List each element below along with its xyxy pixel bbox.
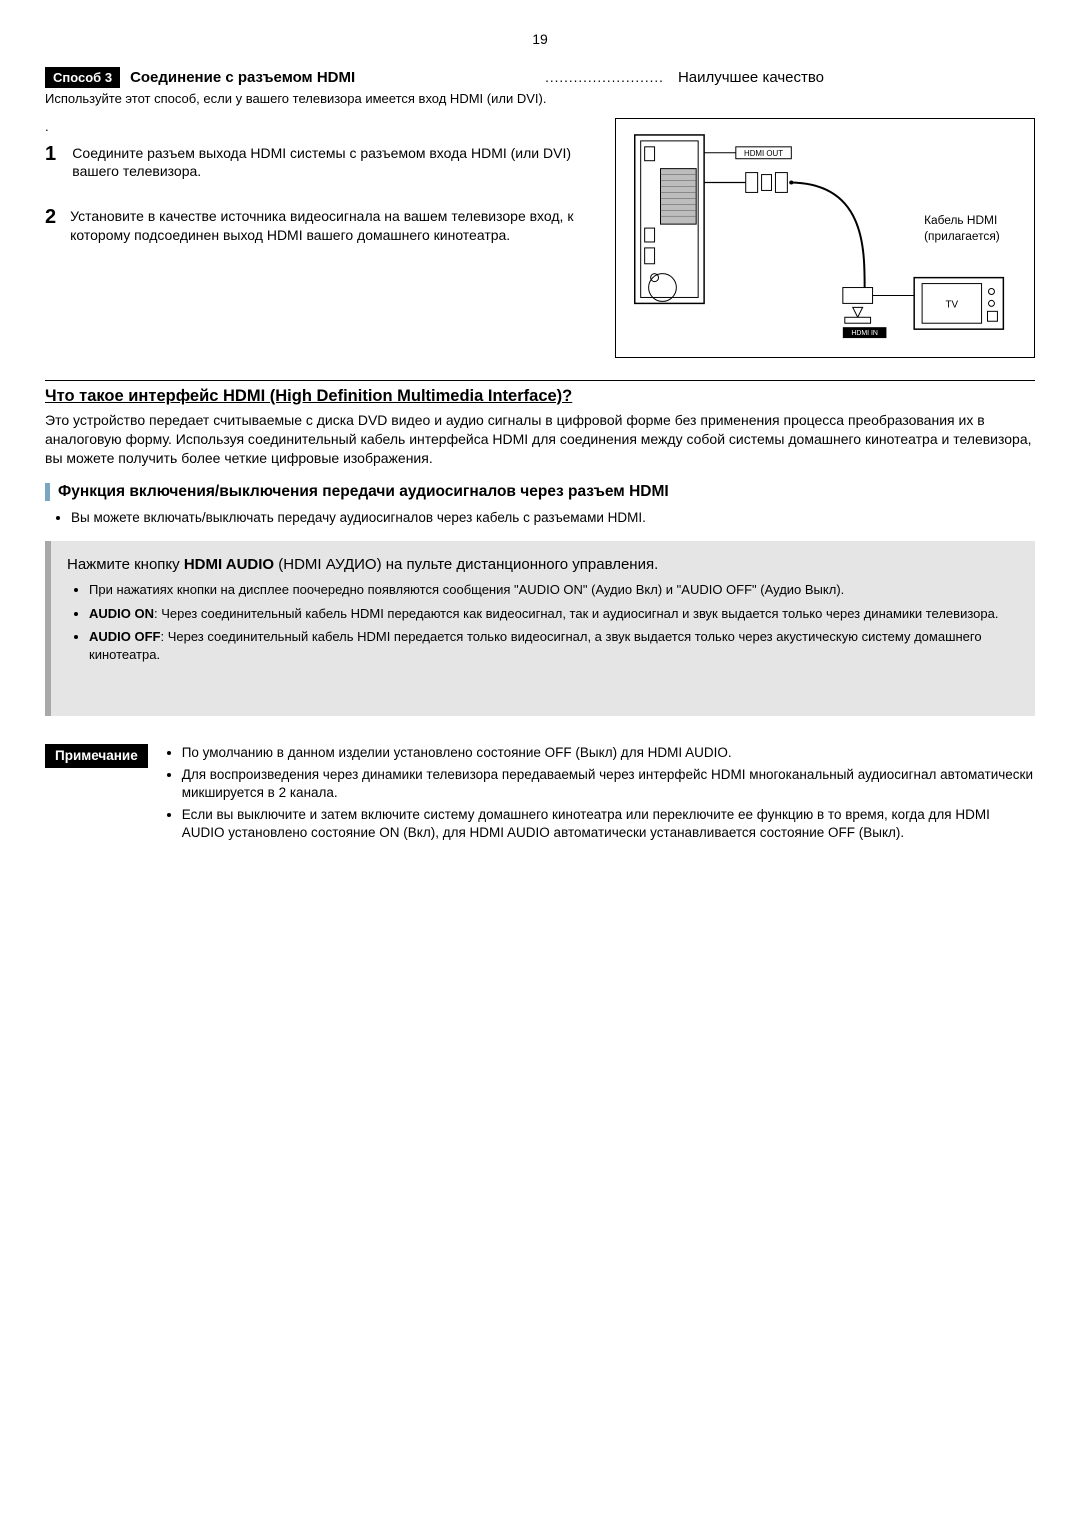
method-header: Способ 3 Соединение с разъемом HDMI ....… — [45, 67, 1035, 89]
callout-list: При нажатиях кнопки на дисплее поочередн… — [67, 581, 1019, 663]
item-text: : Через соединительный кабель HDMI перед… — [154, 606, 998, 621]
note-badge: Примечание — [45, 744, 148, 768]
hdmi-out-label: HDMI OUT — [744, 149, 783, 158]
divider — [45, 380, 1035, 381]
step: 2 Установите в качестве источника видеос… — [45, 207, 597, 245]
cable-label-2: (прилагается) — [924, 229, 1000, 243]
accent-bar — [45, 483, 50, 501]
note-bullets: По умолчанию в данном изделии установлен… — [162, 744, 1035, 847]
list-item: По умолчанию в данном изделии установлен… — [182, 744, 1035, 762]
step-text: Соедините разъем выхода HDMI системы с р… — [72, 144, 597, 182]
item-text: : Через соединительный кабель HDMI перед… — [89, 629, 982, 662]
list-item: Для воспроизведения через динамики телев… — [182, 766, 1035, 802]
callout-box: Нажмите кнопку HDMI AUDIO (HDMI АУДИО) н… — [45, 541, 1035, 715]
function-heading: Функция включения/выключения передачи ау… — [58, 482, 669, 503]
list-item: При нажатиях кнопки на дисплее поочередн… — [89, 581, 1019, 599]
item-bold: AUDIO ON — [89, 606, 154, 621]
item-text: При нажатиях кнопки на дисплее поочередн… — [89, 582, 844, 597]
hdmi-in-label: HDMI IN — [851, 330, 878, 337]
hdmi-paragraph: Это устройство передает считываемые с ди… — [45, 411, 1035, 468]
cable-label-1: Кабель HDMI — [924, 213, 997, 227]
method-dots: ......................... — [545, 69, 664, 87]
tv-label: TV — [946, 299, 959, 310]
lead-bold: HDMI AUDIO — [184, 556, 274, 573]
item-bold: AUDIO OFF — [89, 629, 161, 644]
connection-diagram: HDMI OUT Кабель HDMI (прилагается) TV — [615, 118, 1035, 358]
note-row: Примечание По умолчанию в данном изделии… — [45, 744, 1035, 847]
page-number: 19 — [45, 30, 1035, 49]
lead-post: (HDMI АУДИО) на пульте дистанционного уп… — [274, 556, 658, 573]
steps-list: 1 Соедините разъем выхода HDMI системы с… — [45, 144, 597, 246]
lead-pre: Нажмите кнопку — [67, 556, 184, 573]
list-item: AUDIO ON: Через соединительный кабель HD… — [89, 605, 1019, 623]
method-quality: Наилучшее качество — [678, 68, 824, 88]
function-heading-row: Функция включения/выключения передачи ау… — [45, 482, 1035, 503]
hdmi-heading: Что такое интерфейс HDMI (High Definitio… — [45, 385, 1035, 407]
callout-lead: Нажмите кнопку HDMI AUDIO (HDMI АУДИО) н… — [67, 555, 1019, 575]
list-item: Если вы выключите и затем включите систе… — [182, 806, 1035, 842]
diagram-svg: HDMI OUT Кабель HDMI (прилагается) TV — [626, 129, 1024, 347]
method-title: Соединение с разъемом HDMI — [130, 68, 355, 88]
method-badge: Способ 3 — [45, 67, 120, 89]
step-number: 1 — [45, 144, 58, 182]
step-number: 2 — [45, 207, 56, 245]
list-item: Вы можете включать/выключать передачу ау… — [71, 509, 1035, 527]
list-item: AUDIO OFF: Через соединительный кабель H… — [89, 628, 1019, 663]
method-note: Используйте этот способ, если у вашего т… — [45, 90, 1035, 108]
step: 1 Соедините разъем выхода HDMI системы с… — [45, 144, 597, 182]
function-bullets: Вы можете включать/выключать передачу ау… — [45, 509, 1035, 527]
step-text: Установите в качестве источника видеосиг… — [70, 207, 597, 245]
dot: . — [45, 118, 597, 136]
